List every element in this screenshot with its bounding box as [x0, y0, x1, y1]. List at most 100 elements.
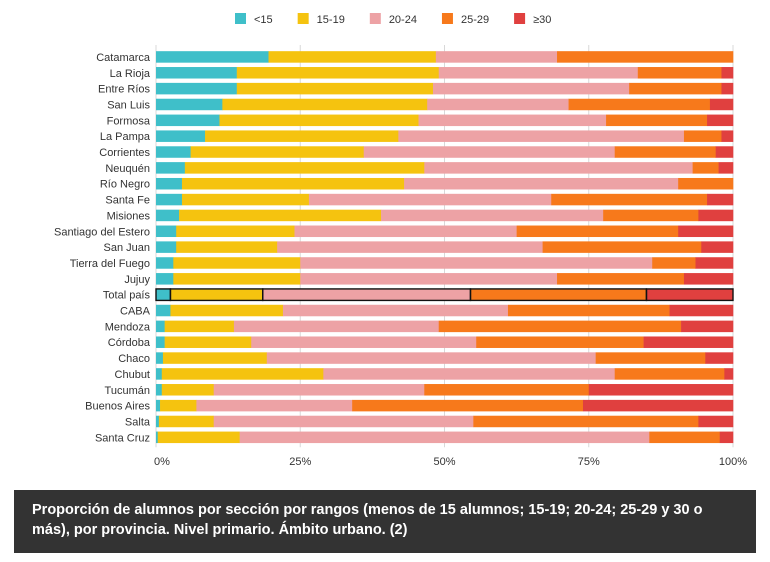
- bar-segment-santa-cruz-0: [156, 431, 159, 444]
- bar-segment-jujuy-2: [300, 273, 558, 285]
- bar-segment-chubut-2: [323, 368, 616, 380]
- bar-segment-san-juan-0: [156, 241, 177, 253]
- category-labels: Catamarca La Rioja Entre Ríos San Luis Formo…: [54, 52, 151, 444]
- bar-segment-tucuman-0: [156, 384, 163, 396]
- bar-segment-formosa-4: [707, 114, 734, 127]
- bar-segment-tierra-del-fuego-2: [300, 257, 653, 269]
- bar-segment-santa-fe-1: [181, 193, 310, 206]
- bar-segment-san-luis-3: [568, 98, 711, 111]
- bar-segment-buenos-aires-1: [160, 399, 197, 412]
- bar-segment-mendoza-3: [438, 320, 682, 333]
- bar-segment-salta-3: [473, 415, 699, 428]
- bar-segment-santiago-del-estero-4: [678, 225, 734, 238]
- category-label-tucuman: Tucumán: [105, 385, 150, 397]
- category-label-la-rioja: La Rioja: [110, 68, 151, 80]
- bar-segment-tucuman-1: [161, 384, 214, 396]
- bar-segment-tierra-del-fuego-0: [156, 257, 174, 269]
- x-tick-3: 75%: [578, 456, 600, 468]
- bar-segment-formosa-0: [156, 114, 220, 127]
- bar-row-santa-cruz: [156, 431, 734, 444]
- bar-segment-santa-fe-2: [308, 193, 552, 206]
- bar-segment-santa-fe-4: [707, 193, 734, 206]
- legend-swatch-4: [514, 13, 526, 24]
- bar-segment-tierra-del-fuego-4: [695, 257, 734, 269]
- bar-segment-la-rioja-0: [156, 67, 238, 79]
- bar-segment-santiago-del-estero-3: [516, 225, 679, 238]
- x-tick-4: 100%: [719, 456, 747, 468]
- bar-row-san-luis: [156, 98, 734, 111]
- bar-segment-total-pais-2: [262, 288, 471, 301]
- bar-segment-la-rioja-3: [637, 67, 722, 79]
- legend-swatch-0: [235, 13, 246, 24]
- bar-row-corrientes: [156, 146, 734, 158]
- bar-row-formosa: [156, 114, 734, 127]
- legend-label-3: 25-29: [461, 14, 489, 26]
- bar-segment-entre-rios-3: [629, 82, 722, 95]
- stacked-bar-chart: <15 15-19 20-24 25-29 ≥30 Catamarca La Rioja E…: [54, 13, 747, 468]
- bar-segment-mendoza-4: [681, 320, 734, 333]
- bar-segment-chaco-1: [162, 352, 268, 364]
- bar-segment-formosa-2: [418, 114, 607, 127]
- bar-segment-mendoza-1: [164, 320, 235, 333]
- category-label-mendoza: Mendoza: [105, 321, 151, 333]
- category-label-cordoba: Córdoba: [108, 337, 151, 349]
- bar-segment-chaco-2: [266, 352, 596, 364]
- x-tick-2: 50%: [433, 456, 455, 468]
- bar-segment-misiones-0: [156, 209, 180, 222]
- bar-segment-formosa-1: [219, 114, 419, 127]
- bar-row-chaco: [156, 352, 734, 364]
- legend-item-4[interactable]: ≥30: [514, 13, 551, 26]
- bar-segment-tierra-del-fuego-1: [173, 257, 301, 269]
- bar-row-san-juan: [156, 241, 734, 253]
- bar-segment-entre-rios-0: [156, 82, 238, 95]
- legend-label-4: ≥30: [533, 14, 551, 26]
- bar-row-la-rioja: [156, 67, 734, 79]
- bar-row-tucuman: [156, 384, 734, 396]
- bar-segment-entre-rios-1: [236, 82, 434, 95]
- bar-segment-santiago-del-estero-1: [176, 225, 295, 238]
- bar-segment-rio-negro-3: [678, 177, 734, 190]
- bar-segment-corrientes-0: [156, 146, 191, 158]
- bar-segment-chaco-0: [156, 352, 164, 364]
- bar-segment-rio-negro-2: [404, 177, 679, 190]
- bar-segment-formosa-3: [606, 114, 708, 127]
- bar-row-chubut: [156, 368, 734, 380]
- bar-segment-chaco-3: [595, 352, 706, 364]
- bar-row-santa-fe: [156, 193, 734, 206]
- x-tick-1: 25%: [289, 456, 311, 468]
- legend-swatch-2: [369, 13, 381, 24]
- bar-segment-san-luis-0: [156, 98, 223, 111]
- category-label-catamarca: Catamarca: [96, 52, 151, 64]
- bar-segment-neuquen-2: [424, 162, 693, 174]
- legend-item-0[interactable]: <15: [235, 13, 273, 26]
- category-label-chaco: Chaco: [118, 353, 150, 365]
- bar-segment-la-pampa-2: [398, 130, 685, 142]
- category-label-entre-rios: Entre Ríos: [98, 84, 150, 96]
- category-label-chubut: Chubut: [115, 369, 150, 381]
- legend-item-3[interactable]: 25-29: [441, 13, 489, 26]
- bar-row-buenos-aires: [156, 399, 734, 412]
- bar-row-salta: [156, 415, 734, 428]
- legend-item-2[interactable]: 20-24: [369, 13, 417, 26]
- bar-segment-jujuy-4: [683, 273, 734, 285]
- bar-segment-rio-negro-1: [181, 177, 405, 190]
- legend-label-0: <15: [254, 14, 273, 26]
- bar-segment-san-juan-2: [277, 241, 543, 253]
- bar-segment-jujuy-3: [557, 273, 685, 285]
- bar-segment-la-pampa-4: [721, 130, 734, 142]
- bar-segment-san-juan-3: [542, 241, 702, 253]
- bar-segment-misiones-3: [603, 209, 699, 222]
- bar-row-catamarca: [156, 51, 734, 63]
- legend-item-1[interactable]: 15-19: [297, 13, 345, 26]
- bar-segment-chubut-1: [161, 368, 324, 380]
- bar-segment-misiones-1: [179, 209, 382, 222]
- category-label-la-pampa: La Pampa: [100, 131, 151, 143]
- bar-segment-cordoba-4: [643, 336, 734, 348]
- bar-segment-caba-1: [170, 304, 284, 317]
- bar-segment-misiones-4: [698, 209, 734, 222]
- bar-segment-tucuman-2: [213, 384, 425, 396]
- bar-segment-chubut-3: [614, 368, 725, 380]
- bar-segment-salta-4: [698, 415, 734, 428]
- bar-row-tierra-del-fuego: [156, 257, 734, 269]
- bar-row-santiago-del-estero: [156, 225, 734, 238]
